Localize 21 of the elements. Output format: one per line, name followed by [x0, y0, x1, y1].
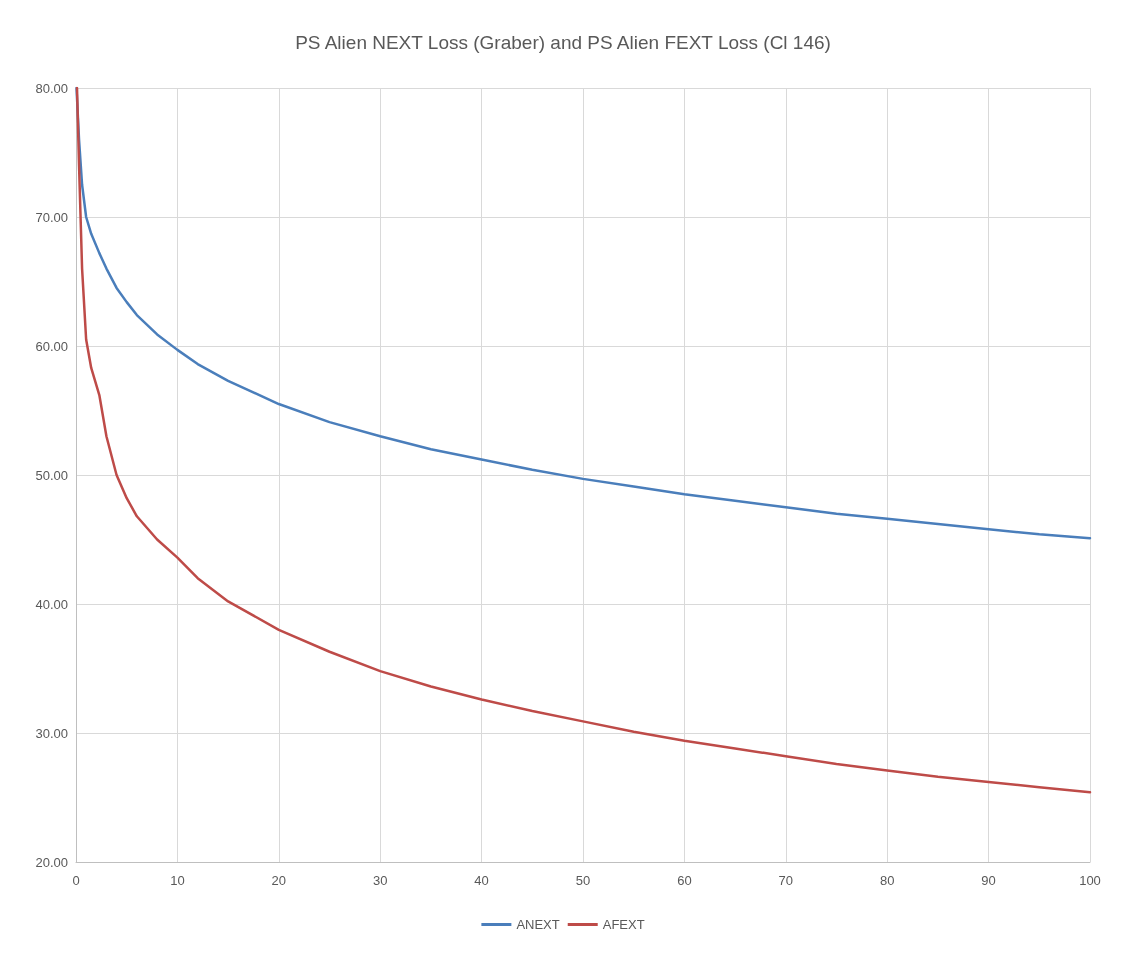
y-tick-label: 20.00 — [35, 854, 68, 870]
x-tick-label: 80 — [879, 873, 895, 888]
y-tick-label: 50.00 — [35, 467, 68, 483]
y-tick-label: 70.00 — [35, 209, 68, 225]
x-tick-label: 70 — [778, 873, 794, 888]
x-tick-label: 40 — [474, 873, 489, 888]
y-tick-label: 30.00 — [35, 725, 68, 741]
x-tick-label: 30 — [372, 873, 388, 888]
legend-label: AFEXT — [602, 917, 645, 932]
x-tick-label: 50 — [575, 873, 591, 888]
x-tick-label: 100 — [1079, 873, 1101, 888]
x-tick-label: 60 — [677, 873, 692, 888]
x-tick-label: 10 — [170, 873, 185, 888]
legend-label: ANEXT — [516, 917, 560, 932]
chart-title: PS Alien NEXT Loss (Graber) and PS Alien FEXT Loss (Cl 146) — [295, 32, 831, 53]
y-tick-label: 60.00 — [35, 338, 68, 354]
y-tick-label: 40.00 — [35, 596, 68, 612]
y-tick-label: 80.00 — [35, 80, 68, 96]
x-tick-label: 0 — [72, 873, 80, 888]
x-tick-label: 20 — [271, 873, 287, 888]
x-tick-label: 90 — [981, 873, 996, 888]
